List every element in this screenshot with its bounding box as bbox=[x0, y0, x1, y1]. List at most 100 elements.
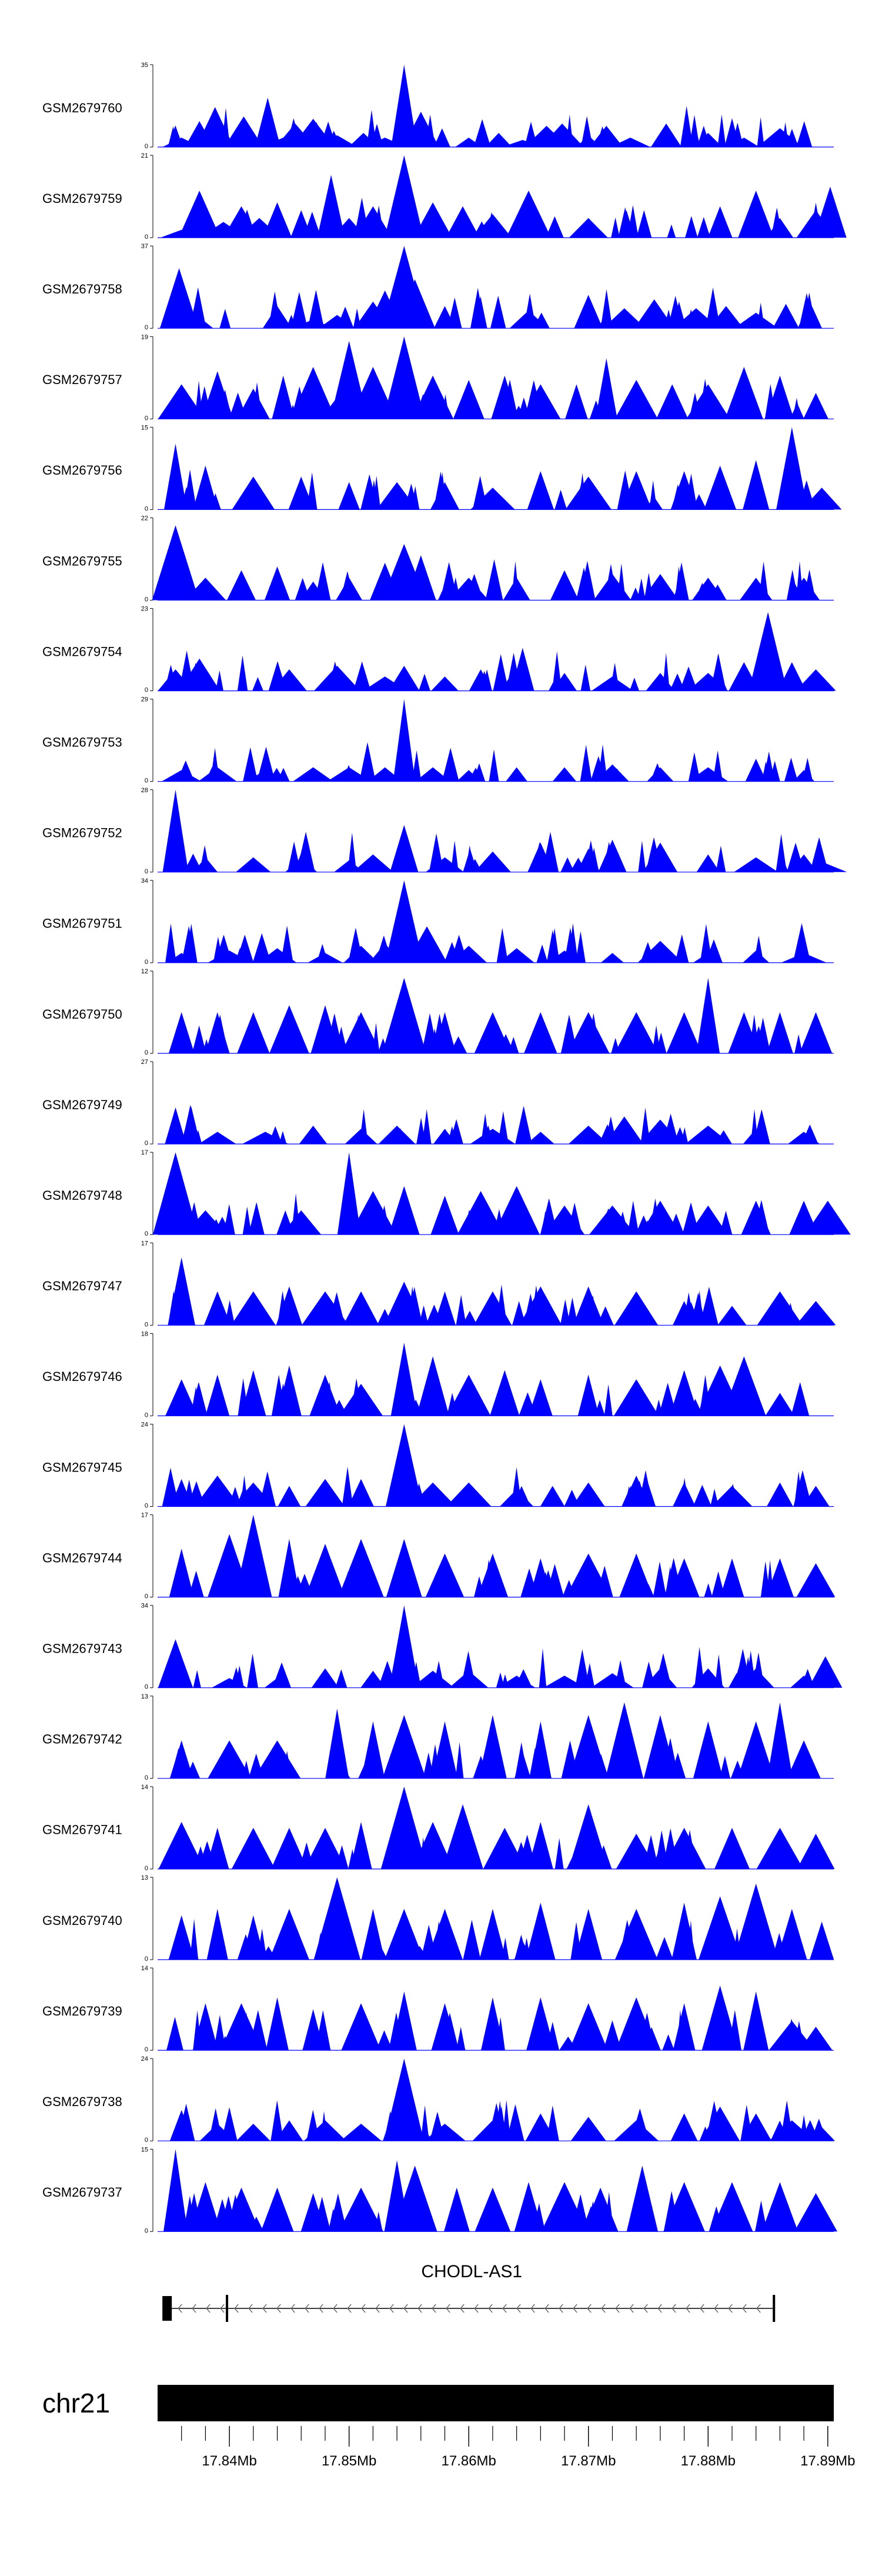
coverage-peak bbox=[499, 948, 534, 963]
coverage-spike bbox=[785, 129, 799, 147]
strand-chevron bbox=[615, 2304, 620, 2313]
coverage-spike bbox=[629, 2013, 643, 2051]
coverage-spike bbox=[683, 2021, 691, 2051]
coverage-peak bbox=[178, 191, 220, 238]
coverage-spike bbox=[628, 398, 641, 419]
coverage-peak bbox=[278, 1486, 301, 1507]
coverage-spike bbox=[242, 2012, 250, 2051]
coverage-peak bbox=[738, 191, 774, 238]
coverage-spike bbox=[787, 842, 805, 872]
y-tick-label-max: 34 bbox=[141, 877, 148, 885]
coverage-spike bbox=[375, 935, 392, 963]
track-label: GSM2679750 bbox=[42, 1007, 122, 1022]
y-tick-label-max: 15 bbox=[141, 424, 148, 431]
y-tick-label-max: 27 bbox=[141, 1059, 148, 1066]
track-label: GSM2679754 bbox=[42, 644, 122, 659]
coverage-spike bbox=[683, 1830, 697, 1869]
coverage-spike bbox=[308, 122, 325, 147]
coverage-spike bbox=[760, 1561, 770, 1597]
coverage-spike bbox=[366, 109, 377, 147]
coverage-spike bbox=[719, 1756, 730, 1778]
coverage-spike bbox=[637, 578, 646, 600]
coverage-spike bbox=[171, 1748, 187, 1778]
coverage-spike bbox=[353, 661, 371, 691]
coverage-spike bbox=[599, 1208, 618, 1235]
coverage-peak bbox=[424, 2124, 466, 2141]
coverage-spike bbox=[603, 2020, 622, 2051]
coverage-spike bbox=[308, 289, 325, 329]
coverage-spike bbox=[617, 470, 633, 510]
coverage-track: GSM2679756 15 0 bbox=[42, 424, 842, 512]
coverage-spike bbox=[214, 1398, 223, 1416]
coverage-peak bbox=[164, 443, 187, 510]
coverage-spike bbox=[719, 1210, 733, 1235]
coverage-spike bbox=[425, 1304, 443, 1326]
coverage-spike bbox=[687, 1399, 703, 1416]
coverage-peak bbox=[605, 1702, 644, 1778]
coverage-spike bbox=[802, 758, 813, 782]
coverage-spike bbox=[487, 2103, 505, 2141]
coverage-spike bbox=[604, 2192, 614, 2232]
coverage-spike bbox=[329, 204, 340, 238]
coverage-spike bbox=[450, 840, 459, 872]
coverage-peak bbox=[475, 2187, 511, 2232]
coverage-peak bbox=[490, 1370, 520, 1416]
coverage-spike bbox=[490, 295, 506, 329]
coverage-peak bbox=[577, 1374, 599, 1416]
coverage-peak bbox=[634, 299, 674, 329]
coverage-spike bbox=[433, 471, 448, 510]
coverage-spike bbox=[512, 1841, 531, 1869]
coverage-spike bbox=[348, 927, 363, 963]
coverage-spike bbox=[449, 2191, 463, 2232]
coverage-spike bbox=[396, 196, 407, 238]
coverage-peak bbox=[360, 1670, 386, 1688]
strand-chevron bbox=[432, 2304, 436, 2313]
coverage-peak bbox=[803, 393, 828, 419]
strand-chevron bbox=[248, 2304, 253, 2313]
coverage-peak bbox=[810, 1921, 834, 1960]
coverage-peak bbox=[479, 1715, 507, 1778]
coverage-spike bbox=[670, 673, 685, 691]
y-tick-label-min: 0 bbox=[145, 1412, 148, 1419]
coverage-spike bbox=[523, 293, 536, 329]
coverage-peak bbox=[255, 98, 281, 147]
coverage-peak bbox=[699, 1896, 742, 1960]
coverage-spike bbox=[643, 1584, 654, 1597]
coverage-peak bbox=[799, 1012, 833, 1053]
coverage-peak bbox=[711, 2182, 753, 2232]
coverage-spike bbox=[389, 1493, 405, 1507]
strand-chevron bbox=[347, 2304, 352, 2313]
strand-chevron bbox=[657, 2304, 662, 2313]
coverage-spike bbox=[797, 480, 816, 510]
coverage-peak bbox=[574, 295, 603, 329]
coverage-peak bbox=[796, 1301, 836, 1326]
y-tick-label-min: 0 bbox=[145, 2046, 148, 2053]
track-label: GSM2679748 bbox=[42, 1188, 122, 1203]
coverage-spike bbox=[209, 1219, 223, 1235]
coverage-spike bbox=[335, 1845, 349, 1869]
coverage-spike bbox=[282, 1751, 292, 1778]
coverage-spike bbox=[456, 1294, 466, 1326]
coverage-peak bbox=[526, 1132, 554, 1144]
coverage-spike bbox=[252, 933, 271, 963]
coverage-spike bbox=[257, 1928, 267, 1960]
coverage-spike bbox=[771, 208, 783, 238]
coverage-spike bbox=[706, 1738, 714, 1778]
coverage-spike bbox=[796, 121, 813, 147]
strand-chevron bbox=[220, 2304, 225, 2313]
coverage-peak bbox=[236, 857, 271, 872]
coverage-spike bbox=[416, 1117, 426, 1144]
coverage-peak bbox=[506, 191, 552, 238]
coverage-spike bbox=[198, 1841, 216, 1869]
coverage-peak bbox=[552, 767, 577, 782]
coverage-spike bbox=[697, 125, 711, 147]
coverage-spike bbox=[271, 1374, 286, 1416]
coverage-spike bbox=[290, 292, 308, 329]
coverage-peak bbox=[696, 854, 720, 872]
coverage-spike bbox=[374, 2211, 383, 2232]
coverage-spike bbox=[709, 2206, 724, 2232]
coverage-spike bbox=[771, 1933, 787, 1960]
coverage-spike bbox=[630, 588, 641, 600]
coverage-peak bbox=[808, 1656, 843, 1688]
coverage-peak bbox=[304, 1827, 346, 1869]
